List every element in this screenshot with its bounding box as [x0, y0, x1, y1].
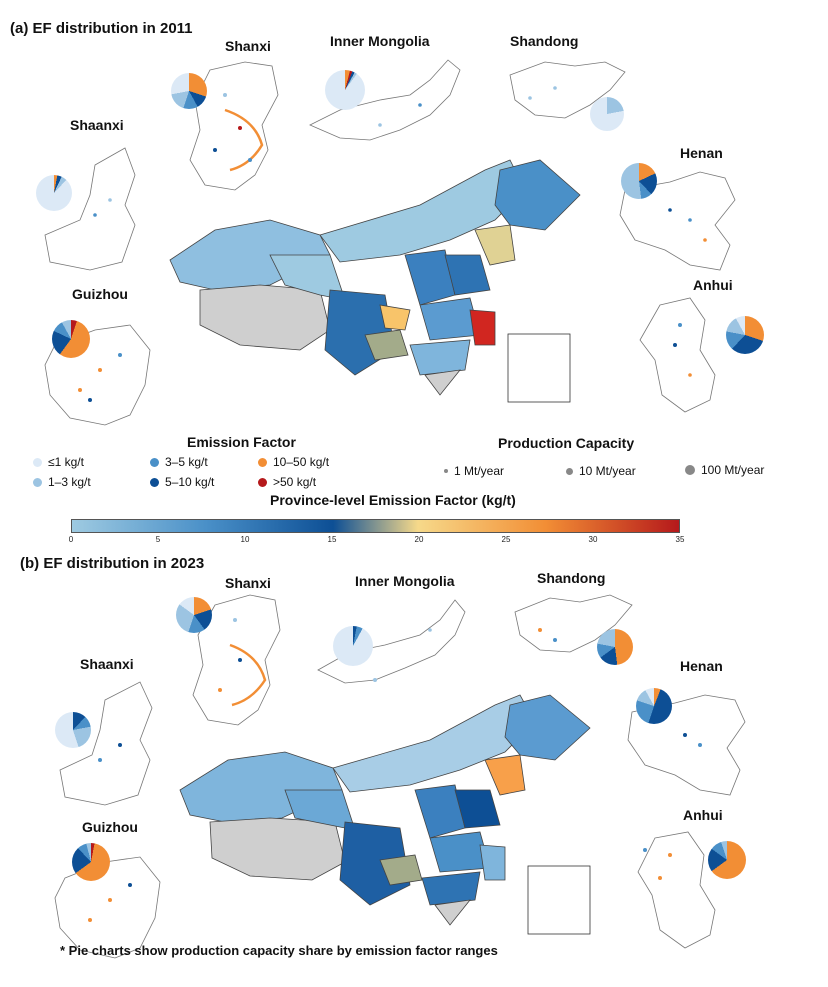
pie-b-shaanxi: [55, 712, 91, 748]
capacity-swatch: [685, 465, 695, 475]
inset-b-shanxi: [192, 594, 281, 726]
capacity-swatch: [444, 469, 448, 473]
panel-b-label-henan: Henan: [680, 658, 723, 674]
panel-b-title: (b) EF distribution in 2023: [20, 555, 205, 572]
inset-b-inner-mongolia: [317, 599, 466, 684]
panel-b-label-shanxi: Shanxi: [225, 575, 271, 591]
inset-b-shaanxi: [59, 681, 153, 806]
pie-a-guizhou: [52, 320, 90, 358]
pie-b-shanxi: [176, 597, 212, 633]
footnote: * Pie charts show production capacity sh…: [60, 943, 498, 958]
panel-a-label-guizhou: Guizhou: [72, 286, 128, 302]
pie-a-henan: [621, 163, 657, 199]
ef-legend-item: 1–3 kg/t: [33, 475, 91, 489]
pie-b-anhui: [708, 841, 746, 879]
ef-swatch: [33, 457, 42, 467]
inset-b-guizhou: [54, 856, 161, 959]
ef-legend-item: ≤1 kg/t: [33, 455, 84, 469]
pie-a-shaanxi: [36, 175, 72, 211]
capacity-legend-item: 100 Mt/year: [685, 463, 764, 477]
south-china-sea-inset-b: [527, 865, 591, 935]
ef-swatch: [258, 477, 267, 487]
pie-a-inner-mongolia: [325, 70, 365, 110]
ef-legend-title: Emission Factor: [187, 434, 296, 450]
inset-a-guizhou: [44, 324, 151, 426]
capacity-legend-item: 10 Mt/year: [566, 464, 636, 478]
colorbar-tick: 15: [327, 535, 337, 544]
ef-legend-item: 3–5 kg/t: [150, 455, 208, 469]
pie-a-shandong: [590, 97, 624, 131]
panel-b-label-shaanxi: Shaanxi: [80, 656, 134, 672]
south-china-sea-inset-a: [507, 333, 571, 403]
inset-a-anhui: [639, 297, 716, 413]
pie-a-shanxi: [171, 73, 207, 109]
panel-a-label-anhui: Anhui: [693, 277, 733, 293]
panel-a-map: [44, 59, 736, 426]
pie-b-inner-mongolia: [333, 626, 373, 666]
colorbar-tick: 30: [588, 535, 598, 544]
panel-a-label-henan: Henan: [680, 145, 723, 161]
panel-a-label-inner-mongolia: Inner Mongolia: [330, 33, 430, 49]
inset-b-henan: [627, 694, 746, 796]
ef-legend-item: >50 kg/t: [258, 475, 316, 489]
panel-b-label-guizhou: Guizhou: [82, 819, 138, 835]
panel-a-title: (a) EF distribution in 2011: [10, 20, 193, 37]
colorbar-tick: 20: [414, 535, 424, 544]
pie-b-guizhou: [72, 843, 110, 881]
colorbar-title: Province-level Emission Factor (kg/t): [270, 492, 516, 508]
pie-a-anhui: [726, 316, 764, 354]
colorbar-tick: 25: [501, 535, 511, 544]
panel-b-label-inner-mongolia: Inner Mongolia: [355, 573, 455, 589]
capacity-legend-item: 1 Mt/year: [444, 464, 504, 478]
capacity-legend-title: Production Capacity: [498, 435, 635, 451]
panel-b-map: [54, 594, 746, 959]
panel-b-label-shandong: Shandong: [537, 570, 606, 586]
capacity-swatch: [566, 467, 573, 475]
ef-swatch: [150, 477, 159, 487]
panel-a-label-shanxi: Shanxi: [225, 38, 271, 54]
ef-swatch: [150, 457, 159, 467]
colorbar-tick: 10: [240, 535, 250, 544]
inset-b-anhui: [637, 831, 716, 949]
panel-a-label-shaanxi: Shaanxi: [70, 117, 124, 133]
inset-a-shanxi: [189, 61, 279, 191]
panel-a-label-shandong: Shandong: [510, 33, 579, 49]
china-map-a: [169, 159, 581, 396]
colorbar-tick: 5: [155, 535, 161, 544]
pie-b-henan: [636, 688, 672, 724]
ef-swatch: [33, 477, 42, 487]
pie-b-shandong: [597, 629, 633, 665]
colorbar: [71, 519, 680, 533]
colorbar-tick: 35: [675, 535, 685, 544]
colorbar-tick: 0: [68, 535, 74, 544]
ef-swatch: [258, 457, 267, 467]
ef-legend-item: 10–50 kg/t: [258, 455, 329, 469]
inset-a-henan: [619, 171, 736, 271]
inset-a-shaanxi: [44, 147, 136, 271]
inset-a-inner-mongolia: [309, 59, 461, 141]
ef-legend-item: 5–10 kg/t: [150, 475, 214, 489]
inset-a-shandong: [509, 61, 626, 119]
inset-b-shandong: [514, 594, 633, 653]
china-map-b: [179, 694, 591, 926]
panel-b-label-anhui: Anhui: [683, 807, 723, 823]
